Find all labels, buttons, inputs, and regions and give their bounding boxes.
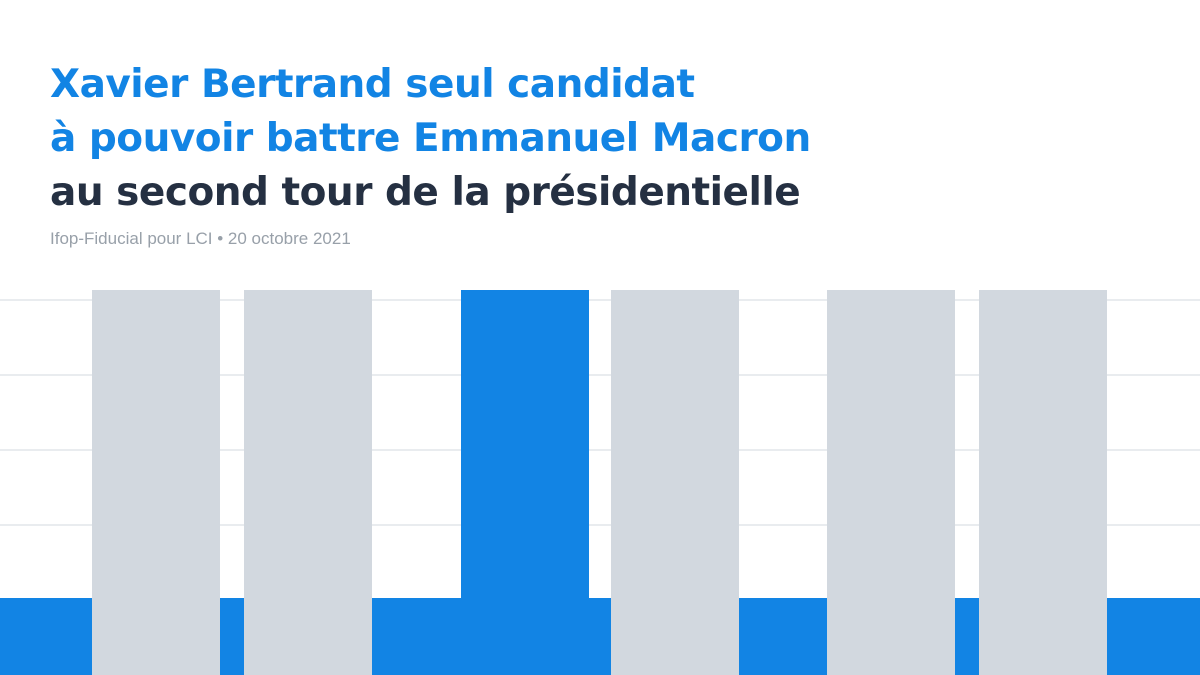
bar: [244, 290, 372, 675]
bar-chart: 44%56%50%50%40%60%: [0, 290, 1200, 675]
bar: [92, 290, 220, 675]
title-line-3: au second tour de la présidentielle: [50, 170, 801, 215]
title-line-1: Xavier Bertrand seul candidat: [50, 62, 695, 107]
bar: [979, 290, 1107, 675]
bar-chart-svg: 44%56%50%50%40%60%: [0, 290, 1200, 675]
title-line-2: à pouvoir battre Emmanuel Macron: [50, 116, 811, 161]
bar: [827, 290, 955, 675]
chart-title: Xavier Bertrand seul candidat à pouvoir …: [50, 58, 1150, 220]
bar: [611, 290, 739, 675]
bar: [461, 290, 589, 675]
chart-source: Ifop-Fiducial pour LCI • 20 octobre 2021: [50, 229, 351, 248]
